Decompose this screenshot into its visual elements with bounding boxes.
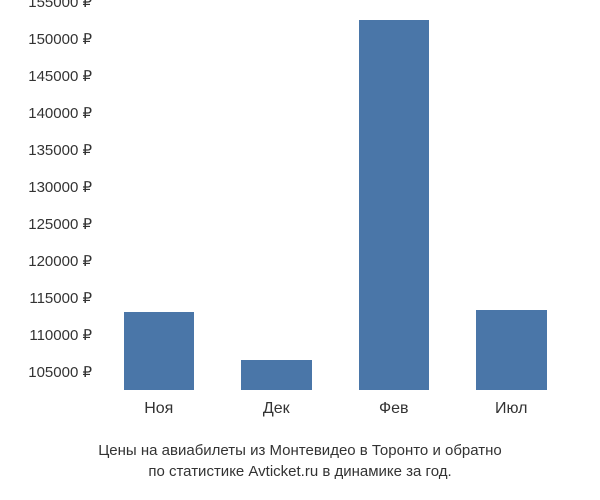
y-tick-label: 155000 ₽	[28, 0, 100, 11]
y-tick-label: 115000 ₽	[29, 289, 100, 307]
plot-area: 105000 ₽110000 ₽115000 ₽120000 ₽125000 ₽…	[100, 20, 570, 390]
y-tick-label: 105000 ₽	[28, 363, 100, 381]
bars-layer	[100, 20, 570, 390]
caption-line-2: по статистике Avticket.ru в динамике за …	[148, 463, 451, 480]
y-tick-label: 140000 ₽	[28, 104, 100, 122]
y-tick-label: 135000 ₽	[28, 141, 100, 159]
price-chart: 105000 ₽ 110000 ₽ 115000 ₽ 120000 ₽ 125000 ₽…	[0, 0, 600, 500]
x-tick-label: Ноя	[144, 400, 173, 418]
chart-caption: Цены на авиабилеты из Монтевидео в Торон…	[0, 440, 600, 482]
y-tick-label: 110000 ₽	[29, 326, 100, 344]
y-tick-label: 125000 ₽	[28, 215, 100, 233]
bar	[359, 20, 430, 390]
x-tick-label: Июл	[495, 400, 527, 418]
y-tick-label: 150000 ₽	[28, 30, 100, 48]
y-tick-label: 145000 ₽	[28, 67, 100, 85]
bar	[241, 360, 312, 390]
caption-line-1: Цены на авиабилеты из Монтевидео в Торон…	[98, 442, 502, 459]
y-tick-label: 120000 ₽	[28, 252, 100, 270]
x-tick-label: Дек	[263, 400, 290, 418]
x-tick-label: Фев	[379, 400, 409, 418]
y-tick-label: 130000 ₽	[28, 178, 100, 196]
bar	[124, 312, 195, 390]
bar	[476, 310, 547, 390]
